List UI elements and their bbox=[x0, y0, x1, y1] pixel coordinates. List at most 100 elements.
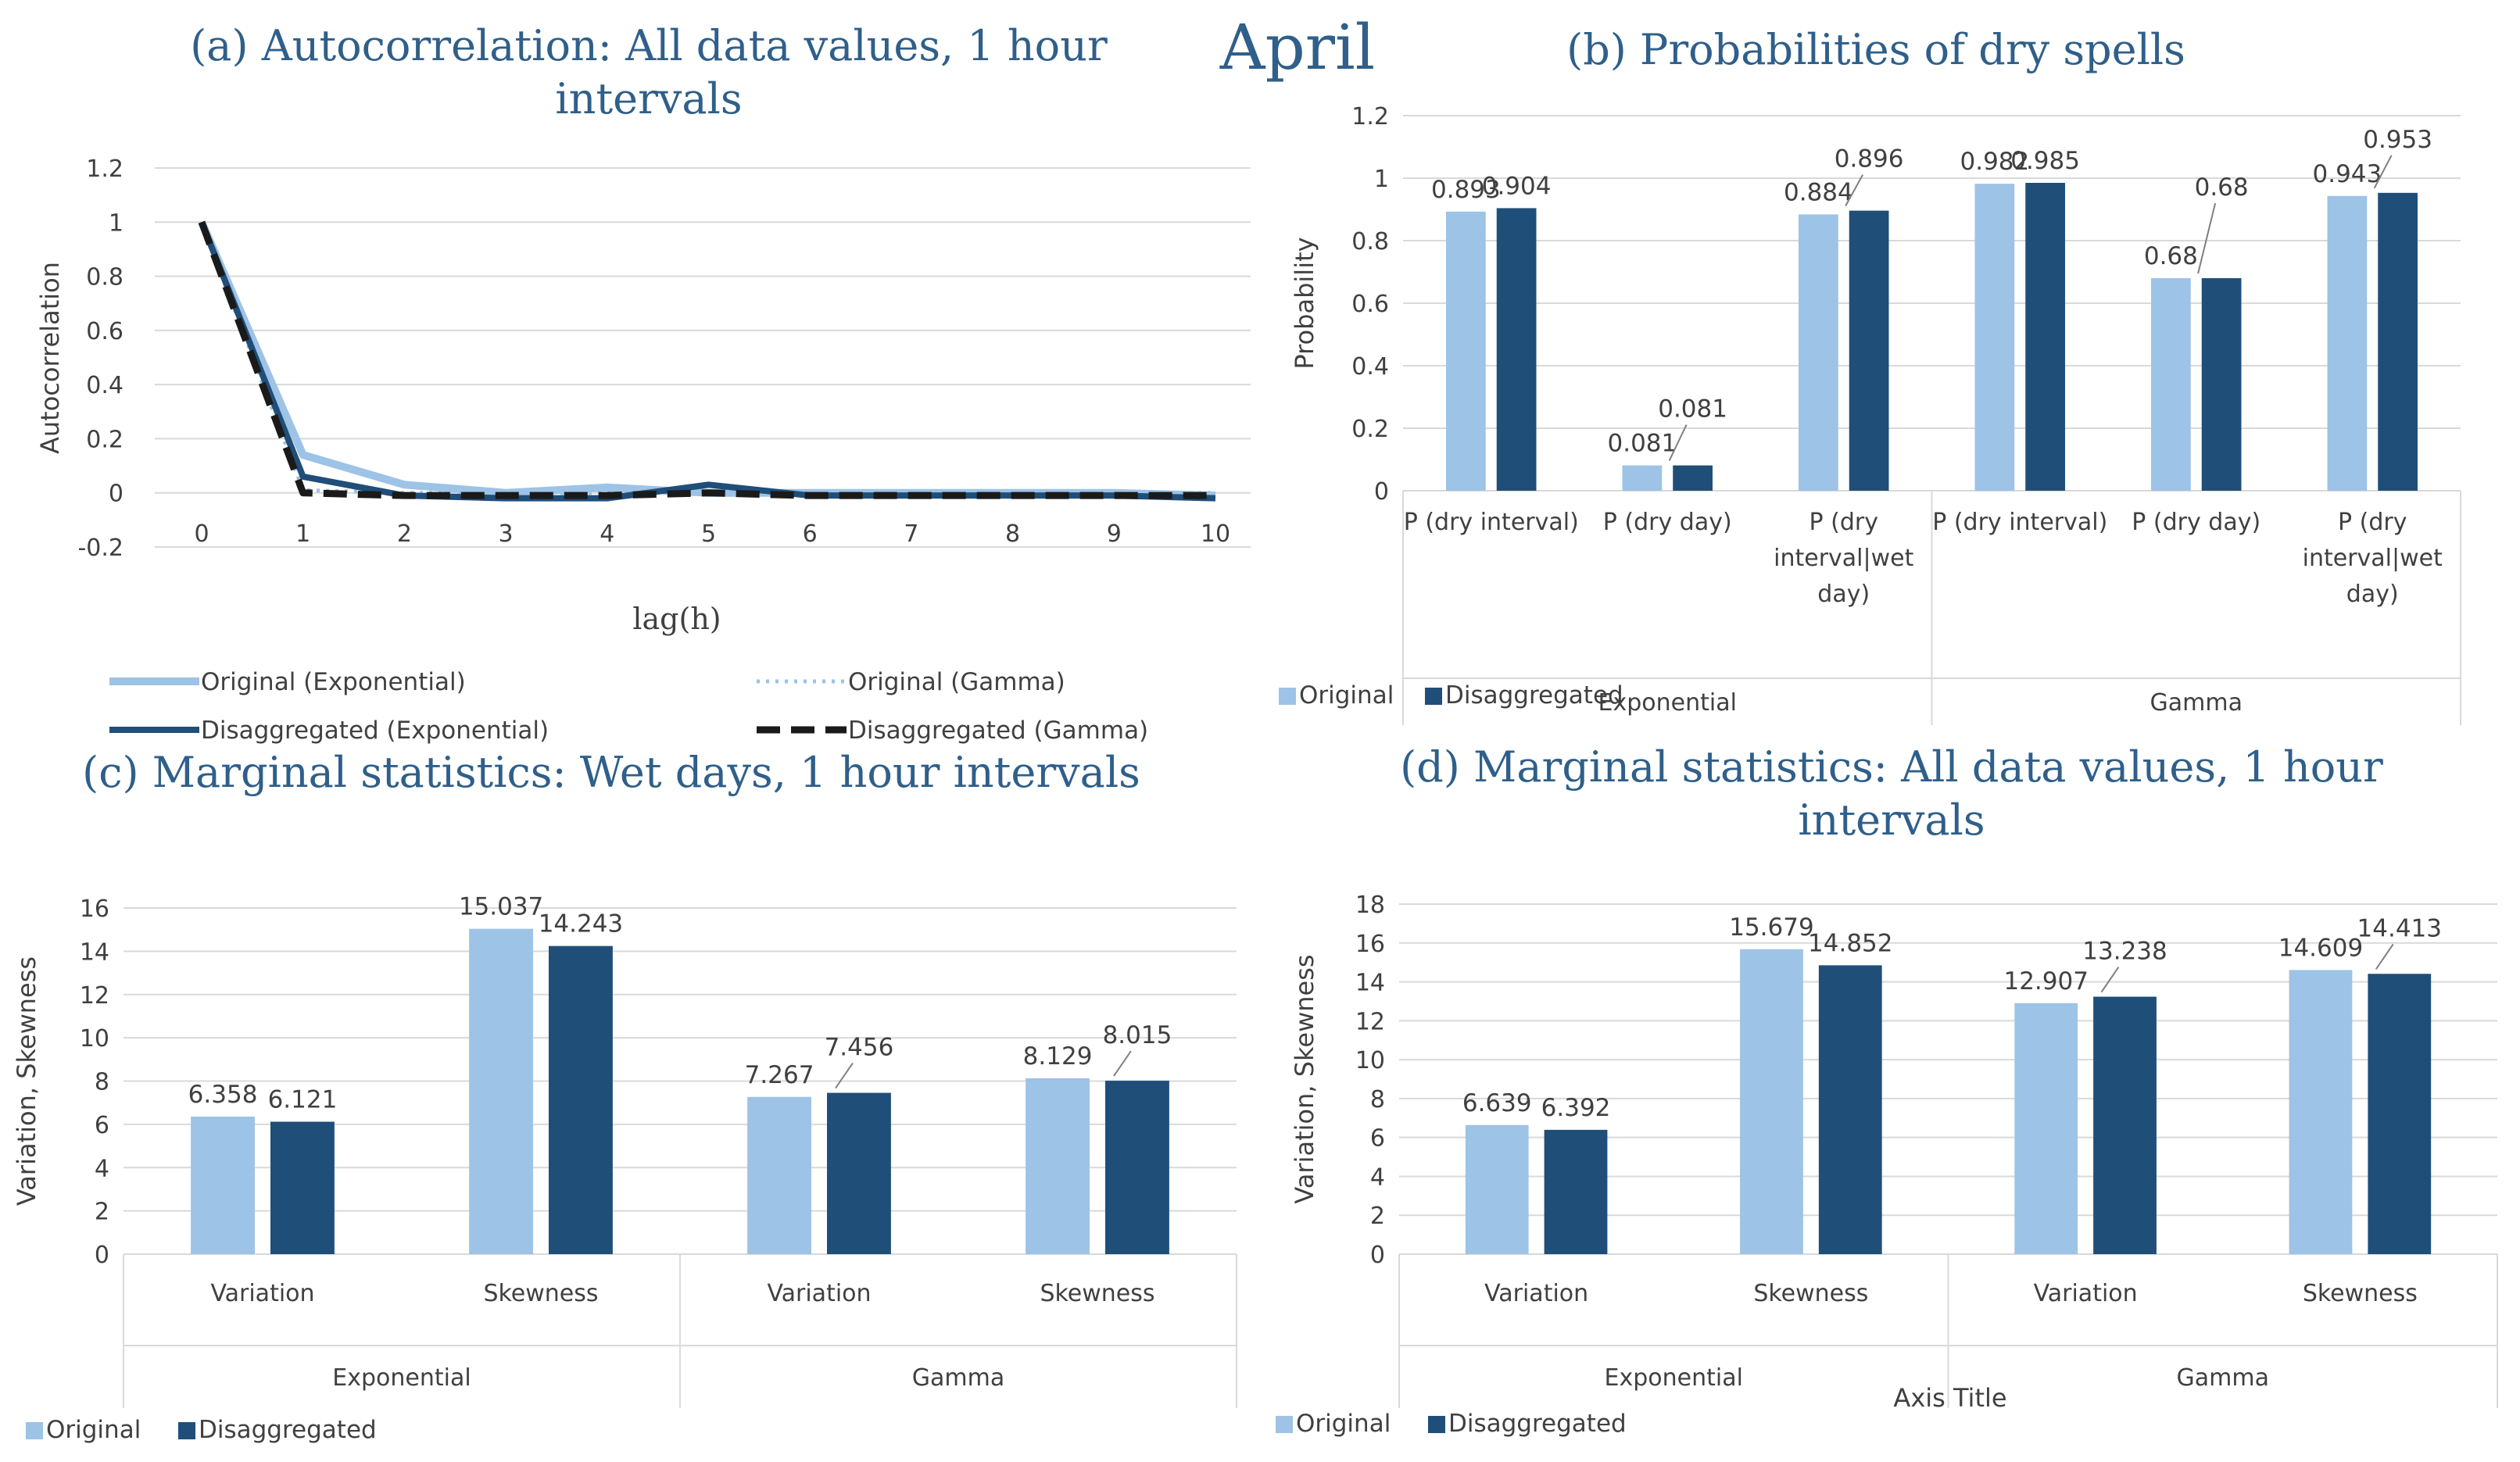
chart-a-xlabel: lag(h) bbox=[632, 602, 721, 636]
chart-c-bar-disaggregated bbox=[549, 945, 613, 1254]
chart-c-category-label: Skewness bbox=[483, 1280, 598, 1307]
chart-b-category-label: day) bbox=[1817, 581, 1870, 608]
chart-c-data-label: 15.037 bbox=[459, 893, 543, 921]
chart-a-legend-label: Disaggregated (Gamma) bbox=[848, 717, 1148, 745]
chart-a-series-line-4 bbox=[198, 220, 1215, 499]
chart-d-category-label: Variation bbox=[1484, 1280, 1588, 1307]
chart-d-category-label: Skewness bbox=[2303, 1280, 2418, 1307]
chart-b-label-leader bbox=[2373, 155, 2393, 189]
chart-d-title-line-2: intervals bbox=[1798, 795, 1985, 845]
chart-b-ytick: 0.2 bbox=[1351, 416, 1389, 443]
chart-c-data-label: 14.243 bbox=[539, 910, 623, 938]
chart-d-legend-swatch bbox=[1428, 1416, 1445, 1433]
chart-d-ytick: 2 bbox=[1370, 1203, 1385, 1230]
chart-c-title: (c) Marginal statistics: Wet days, 1 hou… bbox=[82, 748, 1140, 797]
chart-c-data-label: 8.015 bbox=[1103, 1021, 1172, 1049]
chart-d-ytick: 8 bbox=[1370, 1086, 1385, 1113]
panel-d-all-values: (d) Marginal statistics: All data values… bbox=[1276, 742, 2498, 1438]
chart-a-legend-label: Original (Exponential) bbox=[201, 668, 466, 696]
chart-c-ytick: 2 bbox=[95, 1199, 109, 1226]
chart-a-xtick: 8 bbox=[1005, 520, 1020, 548]
chart-c-legend-label: Disaggregated bbox=[199, 1416, 377, 1444]
chart-b-data-label: 0.943 bbox=[2313, 160, 2382, 188]
chart-b-bar-original bbox=[1974, 184, 2015, 491]
chart-c-ytick: 16 bbox=[80, 895, 109, 923]
chart-a-xtick: 9 bbox=[1107, 520, 1122, 548]
chart-a-ytick: 0.2 bbox=[86, 426, 123, 453]
chart-d-data-label: 15.679 bbox=[1729, 913, 1813, 942]
chart-c-label-leader bbox=[1113, 1050, 1132, 1077]
chart-c-legend-swatch bbox=[26, 1422, 43, 1439]
chart-b-category-label: P (dry day) bbox=[2132, 509, 2260, 536]
chart-a-ytick: 0.6 bbox=[86, 318, 123, 345]
chart-b-category-label: interval|wet bbox=[1774, 545, 1913, 572]
panel-b-dry-spells: (b) Probabilities of dry spells 0 0.2 0.4 0.… bbox=[1279, 25, 2461, 725]
chart-a-xtick: 1 bbox=[295, 520, 310, 548]
chart-a-ytick: -0.2 bbox=[77, 534, 123, 562]
chart-d-legend-swatch bbox=[1276, 1416, 1293, 1433]
chart-b-bar-disaggregated bbox=[1496, 208, 1537, 491]
chart-d-category-label: Variation bbox=[2034, 1280, 2138, 1307]
panel-c-wet-days: (c) Marginal statistics: Wet days, 1 hou… bbox=[12, 748, 1237, 1444]
chart-d-legend-label: Original bbox=[1296, 1410, 1391, 1438]
chart-c-legend-swatch bbox=[178, 1422, 195, 1439]
chart-b-bar-disaggregated bbox=[2025, 183, 2065, 491]
chart-d-data-label: 6.639 bbox=[1462, 1089, 1532, 1117]
chart-b-group-label: Gamma bbox=[2150, 689, 2243, 717]
chart-b-category-label: P (dry interval) bbox=[1932, 509, 2107, 536]
chart-a-legend-label: Original (Gamma) bbox=[848, 668, 1065, 696]
chart-b-category-label: P (dry bbox=[1809, 509, 1878, 536]
chart-d-xlabel: Axis Title bbox=[1893, 1383, 2006, 1413]
chart-b-data-label: 0.953 bbox=[2363, 126, 2432, 154]
chart-d-ytick: 0 bbox=[1370, 1242, 1385, 1269]
chart-b-bar-disaggregated bbox=[1673, 465, 1713, 491]
chart-d-data-label: 12.907 bbox=[2003, 967, 2088, 996]
chart-c-bar-original bbox=[747, 1096, 811, 1254]
chart-b-data-label: 0.896 bbox=[1835, 145, 1904, 173]
chart-b-data-label: 0.081 bbox=[1608, 430, 1677, 458]
chart-c-bar-disaggregated bbox=[827, 1092, 891, 1254]
chart-c-ytick: 10 bbox=[80, 1025, 109, 1053]
chart-a-series-line-1 bbox=[198, 220, 1216, 500]
chart-a-xtick: 10 bbox=[1201, 520, 1230, 548]
chart-b-ytick: 0.6 bbox=[1351, 291, 1389, 318]
chart-c-category-label: Skewness bbox=[1040, 1280, 1154, 1307]
chart-d-category-label: Skewness bbox=[1753, 1280, 1868, 1307]
chart-d-bar-disaggregated bbox=[2368, 974, 2432, 1254]
chart-b-bar-original bbox=[2151, 278, 2191, 491]
chart-a-xtick: 2 bbox=[397, 520, 412, 548]
chart-c-ytick: 0 bbox=[95, 1242, 109, 1269]
chart-b-category-label: P (dry bbox=[2338, 509, 2407, 536]
chart-d-ytick: 12 bbox=[1355, 1008, 1385, 1035]
chart-a-series-line-3 bbox=[199, 220, 1216, 502]
chart-a-xtick: 0 bbox=[194, 520, 209, 548]
chart-b-bar-disaggregated bbox=[2201, 278, 2242, 491]
chart-b-legend-swatch bbox=[1279, 688, 1296, 705]
chart-a-title-line-2: intervals bbox=[555, 74, 742, 123]
chart-b-bar-original bbox=[1799, 214, 1838, 491]
chart-b-ytick: 1 bbox=[1374, 166, 1389, 193]
chart-b-category-label: day) bbox=[2346, 581, 2399, 608]
chart-c-data-label: 8.129 bbox=[1023, 1042, 1093, 1071]
chart-c-label-leader bbox=[835, 1062, 854, 1089]
chart-d-ylabel: Variation, Skewness bbox=[1290, 954, 1319, 1203]
chart-c-ytick: 6 bbox=[95, 1112, 109, 1139]
chart-b-legend-swatch bbox=[1425, 688, 1442, 705]
chart-b-label-leader bbox=[2197, 202, 2217, 274]
chart-c-bar-original bbox=[191, 1116, 255, 1254]
chart-c-bar-original bbox=[1026, 1078, 1090, 1254]
chart-c-legend-label: Original bbox=[46, 1416, 141, 1444]
chart-c-data-label: 7.456 bbox=[825, 1034, 894, 1062]
chart-c-bar-disaggregated bbox=[1105, 1081, 1169, 1254]
chart-a-ytick: 0 bbox=[109, 481, 123, 508]
chart-c-data-label: 6.358 bbox=[188, 1081, 258, 1109]
chart-b-bar-original bbox=[1446, 211, 1486, 491]
chart-a-xtick: 4 bbox=[600, 520, 614, 548]
chart-d-label-leader bbox=[2100, 966, 2120, 993]
chart-d-ytick: 10 bbox=[1355, 1047, 1385, 1074]
chart-b-ytick: 1.2 bbox=[1351, 103, 1389, 130]
chart-c-bar-disaggregated bbox=[270, 1121, 335, 1254]
panel-a-autocorrelation: (a) Autocorrelation: All data values, 1 … bbox=[35, 21, 1251, 745]
chart-b-data-label: 0.893 bbox=[1431, 176, 1501, 204]
chart-b-legend-label: Disaggregated bbox=[1445, 681, 1623, 710]
